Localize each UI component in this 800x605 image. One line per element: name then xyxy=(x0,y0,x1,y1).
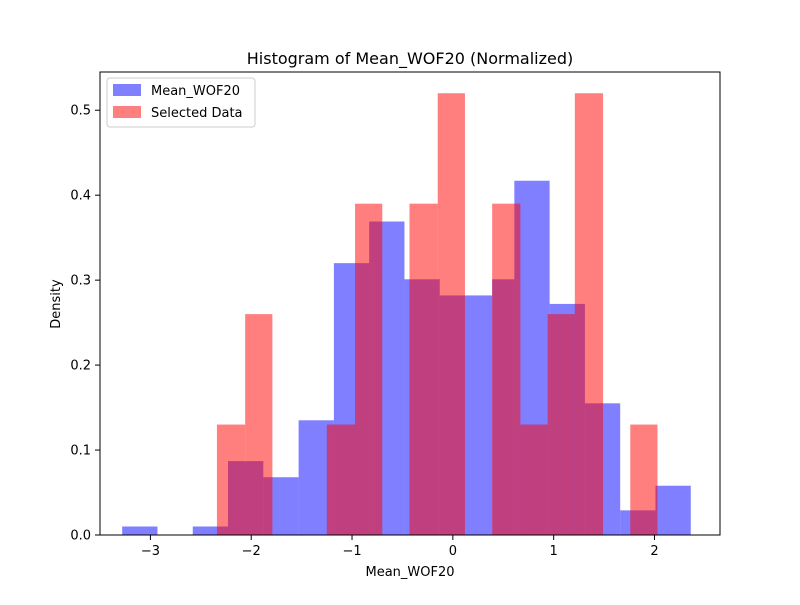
histogram-bar xyxy=(655,485,691,535)
x-axis-label: Mean_WOF20 xyxy=(365,565,454,580)
histogram-bar xyxy=(463,295,493,535)
y-tick-label: 0.1 xyxy=(70,444,91,459)
x-tick-label: 1 xyxy=(550,544,558,559)
legend-swatch-selected-data xyxy=(113,106,141,118)
histogram-bar xyxy=(409,203,438,535)
histogram-bar xyxy=(574,93,604,536)
histogram-bar xyxy=(492,203,521,535)
histogram-bar xyxy=(437,93,465,536)
chart-title: Histogram of Mean_WOF20 (Normalized) xyxy=(247,49,573,69)
y-tick-label: 0.2 xyxy=(70,359,91,374)
x-tick-label: 0 xyxy=(449,544,457,559)
legend-label-selected-data: Selected Data xyxy=(151,106,243,121)
series-1-bars xyxy=(216,93,658,536)
histogram-bar xyxy=(216,424,246,535)
series-0-bars xyxy=(122,180,691,536)
x-tick-label: −3 xyxy=(141,544,160,559)
legend-box xyxy=(106,77,256,128)
y-tick-label: 0.4 xyxy=(70,189,91,204)
histogram-bar xyxy=(630,424,658,535)
legend: Mean_WOF20 Selected Data xyxy=(106,77,256,128)
histogram-bar xyxy=(192,526,229,535)
histogram-bar xyxy=(520,424,548,535)
legend-label-mean-wof20: Mean_WOF20 xyxy=(151,84,240,99)
histogram-bar xyxy=(326,424,356,535)
bars-layer xyxy=(122,93,691,536)
x-tick-label: 2 xyxy=(650,544,658,559)
y-tick-label: 0.3 xyxy=(70,274,91,289)
histogram-bar xyxy=(547,314,575,535)
x-tick-label: −2 xyxy=(242,544,261,559)
y-tick-label: 0.0 xyxy=(70,529,91,544)
histogram-bar xyxy=(245,314,273,535)
x-tick-label: −1 xyxy=(342,544,361,559)
histogram-bar xyxy=(355,203,383,535)
legend-swatch-mean-wof20 xyxy=(113,84,141,96)
x-axis-ticks: −3 −2 −1 0 1 2 xyxy=(141,535,659,559)
y-axis-label: Density xyxy=(49,279,64,329)
y-tick-label: 0.5 xyxy=(70,104,91,119)
histogram-bar xyxy=(122,526,158,535)
y-axis-ticks: 0.0 0.1 0.2 0.3 0.4 0.5 xyxy=(70,104,100,544)
plot-frame xyxy=(99,71,721,536)
